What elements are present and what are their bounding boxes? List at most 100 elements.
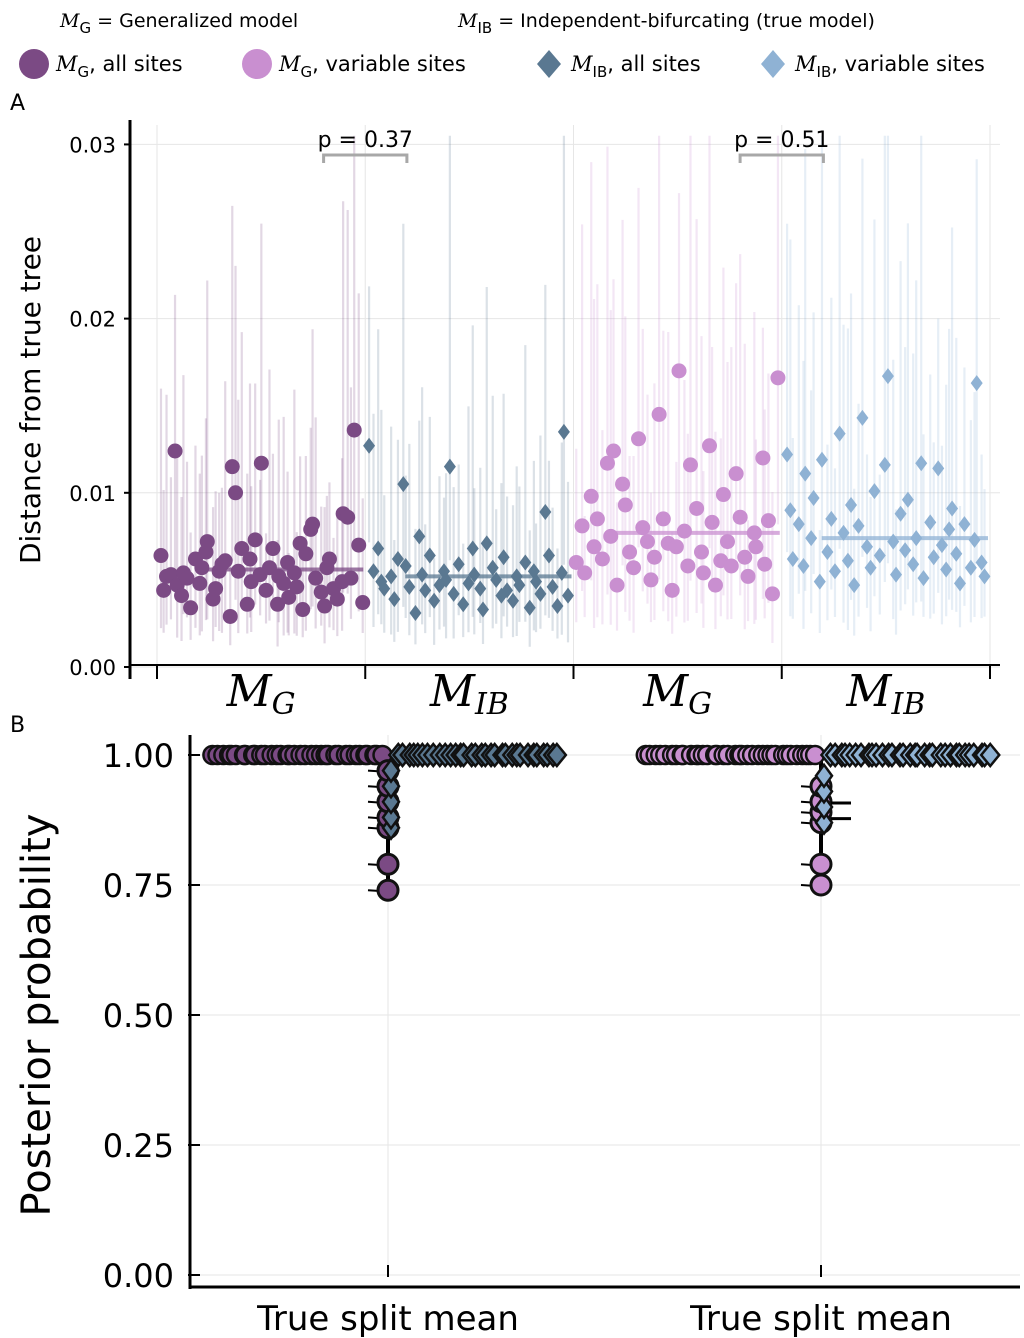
panel-b-axes: 0.00 0.25 0.50 0.75 1.00 True split mean True … [103,735,1020,1338]
panel-a-category-label: MG [642,666,712,722]
panel-a-point [746,525,762,541]
panel-b-point [979,742,1001,768]
panel-a-point [385,568,398,585]
panel-a-point [813,573,826,590]
panel-a-point [183,600,199,616]
mib-definition: MIB = Independent-bifurcating (true mode… [457,10,875,37]
panel-a-point [542,547,555,564]
panel-a-point [792,516,805,533]
panel-b-ytick-label: 0.75 [103,867,174,905]
panel-b-grid [190,735,1020,1276]
panel-a-ytick-label: 0.00 [69,656,116,680]
panel-a-point [468,566,481,583]
legend-label-mg-all: MG, all sites [55,52,183,81]
panel-a-point [355,595,371,611]
panel-a-point [399,557,412,574]
panel-a-axes: 0.00 0.01 0.02 0.03 MG MIB MG MIB [69,120,1000,722]
panel-a-point [194,560,210,576]
panel-a-point [603,528,619,544]
panel-a-point [728,466,744,482]
panel-a-point [837,524,850,541]
panel-a-point [428,592,441,609]
panel-b-point [381,804,401,831]
panel-a-point [715,487,731,503]
panel-a-point [551,598,564,615]
panel-b-xcategory-label: True split mean [689,1299,952,1338]
panel-a-point [174,588,190,604]
panel-a-point [474,580,487,597]
panel-a-point [833,425,846,442]
panel-a-point [462,575,475,592]
panel-a-point [192,575,208,591]
panel-a-point [574,518,590,534]
panel-a-point [852,517,865,534]
legend-marker-mib-all [537,50,561,78]
panel-a-point [617,497,633,513]
panel-a-point [704,514,720,530]
panel-letter-b: B [10,713,25,738]
panel-b-point [376,878,400,902]
panel-a-point [799,465,812,482]
panel-a-point [413,528,426,545]
panel-a-point [594,551,610,567]
panel-a-significance-bracket [738,153,825,163]
panel-a-point [907,556,920,573]
panel-a-point [975,554,988,571]
panel-a-point [606,443,622,459]
panel-a-point [276,575,292,591]
panel-a-point [419,582,432,599]
panel-a-point [586,539,602,555]
panel-a-point [224,459,240,475]
panel-a-point [313,584,329,600]
panel-a-point [340,509,356,525]
panel-a-point [878,456,891,473]
panel-a-point [668,539,684,555]
mg-definition: MG = Generalized model [59,10,298,37]
panel-a-point [317,598,333,614]
panel-b-point [814,793,834,821]
legend: MG, all sites MG, variable sites MIB, al… [19,49,985,81]
panel-a-point [397,476,410,493]
panel-b-ytick-label: 0.50 [103,997,174,1035]
panel-a-point [856,409,869,426]
panel-a-point [372,540,385,557]
panel-b-ylabel: Posterior probability [14,814,60,1217]
panel-a-point [828,563,841,580]
panel-a-point [841,552,854,569]
panel-a-point [626,560,642,576]
panel-a-point [915,455,928,472]
panel-a-point [447,585,460,602]
panel-a-p-value: p = 0.37 [318,128,413,153]
panel-b-point [376,852,400,876]
panel-b-points [202,742,1001,902]
panel-a-point [899,542,912,559]
legend-marker-mib-var [761,50,785,78]
panel-a-point [513,577,526,594]
panel-b-point [814,809,834,836]
panel-a-p-value: p = 0.51 [734,128,829,153]
panel-a-point [589,511,605,527]
panel-a-point [968,531,981,548]
panel-a-point [568,554,584,570]
panel-a-point [367,563,380,580]
panel-a-point [864,559,877,576]
panel-a-point [940,561,953,578]
panel-a-point [950,545,963,562]
header-definitions: MG = Generalized model MIB = Independent… [59,10,875,37]
panel-a-point [329,591,345,607]
panel-a-point [208,581,224,597]
panel-a-ytick-label: 0.03 [69,133,116,157]
panel-a-point [927,549,940,566]
panel-b-chart: 0.00 0.25 0.50 0.75 1.00 True split mean True … [103,735,1020,1338]
panel-a-point [423,547,436,564]
panel-a-point [946,500,959,517]
panel-a-ylabel: Distance from true tree [14,236,47,564]
panel-a-point [289,579,305,595]
panel-a-point [646,549,662,565]
panel-a-point [631,431,647,447]
panel-a-point [179,570,195,586]
panel-a-point [935,537,948,554]
panel-a-point [757,556,773,572]
panel-a-point [680,558,696,574]
